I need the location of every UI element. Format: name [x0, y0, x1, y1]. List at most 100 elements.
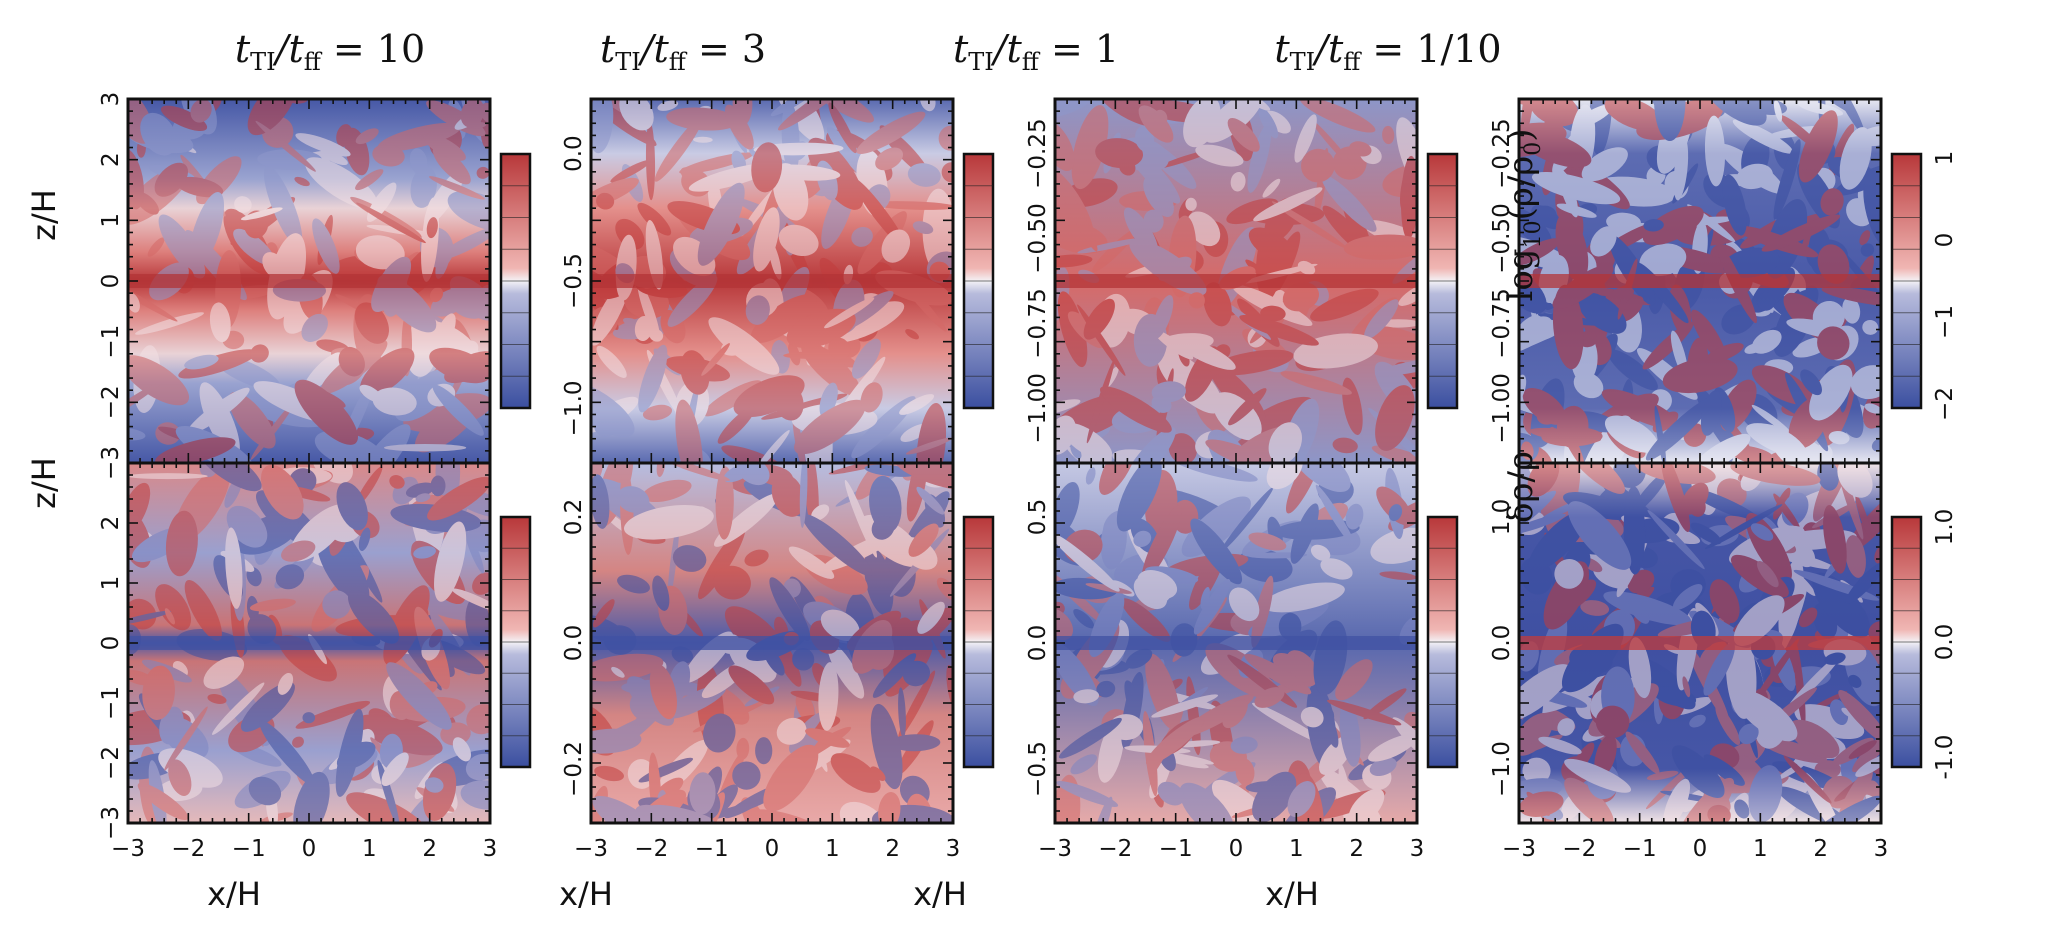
svg-text:−0.50: −0.50 — [1025, 203, 1051, 273]
svg-text:−2: −2 — [1562, 836, 1596, 862]
svg-text:1: 1 — [98, 576, 124, 591]
z-label-top: z/H — [25, 189, 63, 241]
svg-text:0.5: 0.5 — [1025, 499, 1051, 536]
svg-text:0: 0 — [1693, 836, 1708, 862]
colorbar-top-2: 0.0 −0.5 −1.0 — [561, 135, 995, 436]
perturbation-panel-2 — [589, 461, 955, 825]
colorbar-top-4: 1 0 −1 −2 −0.25 −0.50 −0.75 −1.00 — [1489, 118, 1958, 443]
svg-text:0: 0 — [765, 836, 780, 862]
z-label-bottom: z/H — [25, 457, 63, 509]
svg-text:2: 2 — [1813, 836, 1828, 862]
column-title-4: tTI/tff = 1/10 — [1274, 27, 1501, 76]
svg-text:-1.0: -1.0 — [1932, 735, 1958, 780]
svg-text:−2: −2 — [1932, 387, 1958, 421]
svg-text:−1: −1 — [232, 836, 266, 862]
svg-text:1: 1 — [1753, 836, 1768, 862]
svg-text:3: 3 — [946, 836, 961, 862]
svg-text:−1.00: −1.00 — [1025, 373, 1051, 443]
svg-text:−1: −1 — [98, 325, 124, 359]
svg-text:2: 2 — [1349, 836, 1364, 862]
colorbar-bottom-2: 0.2 0.0 −0.2 — [561, 499, 995, 797]
svg-text:−1: −1 — [695, 836, 729, 862]
svg-text:−1: −1 — [98, 686, 124, 720]
colorbar-top-1 — [499, 152, 532, 410]
svg-text:0: 0 — [98, 274, 124, 289]
x-label-2: x/H — [559, 875, 613, 913]
svg-text:1: 1 — [825, 836, 840, 862]
svg-text:−1.00: −1.00 — [1489, 373, 1515, 443]
svg-text:0.0: 0.0 — [1489, 625, 1515, 662]
x-ticks-1: −3 −2 −1 0 1 2 3 — [111, 836, 497, 862]
svg-text:−1.0: −1.0 — [1489, 741, 1515, 797]
colorbar-bottom-label: δρ/ρ — [1501, 451, 1541, 523]
svg-text:3: 3 — [98, 92, 124, 107]
svg-text:−1: −1 — [1932, 305, 1958, 339]
svg-text:−2: −2 — [98, 746, 124, 780]
x-ticks-4: −3 −2 −1 0 1 2 3 — [1502, 836, 1888, 862]
x-ticks-3: −3 −2 −1 0 1 2 3 — [1038, 836, 1424, 862]
perturbation-panel-3 — [1053, 461, 1419, 825]
svg-text:−0.75: −0.75 — [1025, 288, 1051, 358]
svg-text:−2: −2 — [171, 836, 205, 862]
svg-text:3: 3 — [1874, 836, 1889, 862]
column-title-1: tTI/tff = 10 — [235, 27, 425, 76]
column-title-2: tTI/tff = 3 — [600, 27, 766, 76]
svg-text:2: 2 — [98, 516, 124, 531]
svg-text:0: 0 — [1932, 233, 1958, 248]
svg-text:−0.2: −0.2 — [561, 741, 587, 797]
x-label-1: x/H — [207, 875, 261, 913]
svg-text:−0.50: −0.50 — [1489, 203, 1515, 273]
svg-text:−1.0: −1.0 — [561, 380, 587, 436]
z-ticks-top: 3 2 1 0 −1 −2 −3 — [98, 92, 124, 480]
column-titles: tTI/tff = 10 tTI/tff = 3 tTI/tff = 1 tTI/tf… — [235, 27, 1502, 76]
svg-text:2: 2 — [885, 836, 900, 862]
svg-text:0.0: 0.0 — [1025, 625, 1051, 662]
svg-text:−2: −2 — [634, 836, 668, 862]
x-ticks-2: −3 −2 −1 0 1 2 3 — [574, 836, 960, 862]
z-ticks-bottom: 2 1 0 −1 −2 −3 — [98, 516, 124, 840]
svg-text:−3: −3 — [111, 836, 145, 862]
svg-text:0.2: 0.2 — [561, 499, 587, 536]
density-panel-1 — [126, 97, 492, 465]
svg-text:1: 1 — [1289, 836, 1304, 862]
density-panel-2 — [589, 97, 955, 465]
svg-text:2: 2 — [422, 836, 437, 862]
svg-text:−2: −2 — [98, 385, 124, 419]
svg-text:3: 3 — [483, 836, 498, 862]
svg-text:1.0: 1.0 — [1489, 499, 1515, 536]
density-panel-4 — [1517, 97, 1883, 465]
svg-text:−1: −1 — [1159, 836, 1193, 862]
svg-text:1: 1 — [98, 213, 124, 228]
colorbar-top-label: log10(ρ/ρ0) — [1501, 128, 1546, 301]
svg-text:1: 1 — [362, 836, 377, 862]
svg-text:0: 0 — [98, 636, 124, 651]
column-title-3: tTI/tff = 1 — [953, 27, 1119, 76]
svg-text:−0.25: −0.25 — [1489, 118, 1515, 188]
perturbation-panel-4 — [1517, 461, 1883, 825]
svg-text:−0.25: −0.25 — [1025, 118, 1051, 188]
svg-text:0: 0 — [1229, 836, 1244, 862]
svg-text:1: 1 — [1932, 151, 1958, 166]
svg-text:−3: −3 — [98, 446, 124, 480]
svg-text:−3: −3 — [1502, 836, 1536, 862]
colorbar-bottom-4: 1.0 0.0 -1.0 1.0 0.0 −1.0 — [1489, 499, 1958, 797]
colorbar-top-3: −0.25 −0.50 −0.75 −1.00 — [1025, 118, 1459, 444]
svg-text:0.0: 0.0 — [561, 135, 587, 172]
svg-text:0: 0 — [302, 836, 317, 862]
svg-text:−3: −3 — [574, 836, 608, 862]
x-label-3: x/H — [913, 875, 967, 913]
x-label-4: x/H — [1265, 875, 1319, 913]
svg-text:1.0: 1.0 — [1932, 509, 1958, 546]
svg-text:0.0: 0.0 — [1932, 624, 1958, 661]
colorbar-bottom-1 — [499, 515, 532, 769]
svg-text:2: 2 — [98, 152, 124, 167]
svg-text:−0.75: −0.75 — [1489, 288, 1515, 358]
svg-text:0.0: 0.0 — [561, 625, 587, 662]
svg-text:3: 3 — [1410, 836, 1425, 862]
perturbation-panel-1 — [126, 461, 492, 825]
svg-text:−0.5: −0.5 — [1025, 741, 1051, 797]
colorbar-bottom-3: 0.5 0.0 −0.5 — [1025, 499, 1459, 797]
svg-text:−3: −3 — [98, 806, 124, 840]
